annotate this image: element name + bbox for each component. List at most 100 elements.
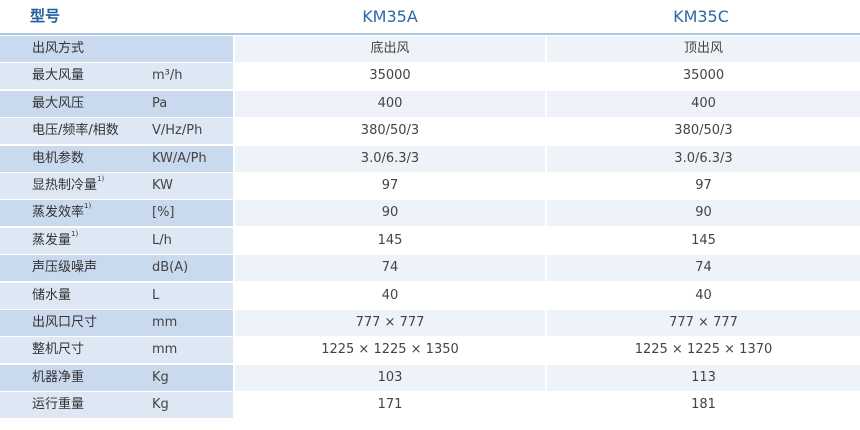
parameter-unit: L xyxy=(152,287,160,303)
parameter-unit: KW/A/Ph xyxy=(152,150,207,166)
row-label-cell: 出风口尺寸 mm xyxy=(0,310,233,336)
parameter-unit: Kg xyxy=(152,397,169,413)
parameter-name-text: 电压/频率/相数 xyxy=(32,123,119,139)
table-row: 最大风量 m³/h 35000 35000 xyxy=(0,63,860,91)
value-km35c: 113 xyxy=(547,364,860,391)
value-km35c: 380/50/3 xyxy=(547,118,860,145)
value-km35a: 90 xyxy=(235,200,545,227)
parameter-name: 出风方式 xyxy=(32,36,84,62)
parameter-name: 声压级噪声 xyxy=(32,255,97,281)
parameter-unit: mm xyxy=(152,315,178,330)
parameter-unit: dB(A) xyxy=(152,260,189,276)
value-km35c: 181 xyxy=(547,392,860,419)
parameter-unit: L/h xyxy=(152,232,172,248)
row-label-cell: 运行重量 Kg xyxy=(0,392,233,419)
footnote-marker: 1) xyxy=(97,175,105,183)
row-label-cell: 蒸发效率1) [%] xyxy=(0,200,233,227)
value-km35c: 777 × 777 xyxy=(547,310,860,336)
table-row: 蒸发效率1) [%] 90 90 xyxy=(0,200,860,228)
value-km35c: 90 xyxy=(547,200,860,227)
parameter-name-text: 整机尺寸 xyxy=(32,342,85,358)
parameter-name-text: 出风方式 xyxy=(32,41,85,56)
value-km35c: 145 xyxy=(547,227,860,254)
table-row: 出风方式 底出风 顶出风 xyxy=(0,36,860,63)
value-km35c: 97 xyxy=(547,173,860,199)
row-label-cell: 电机参数 KW/A/Ph xyxy=(0,145,233,172)
value-km35c: 顶出风 xyxy=(547,36,860,62)
parameter-name: 运行重量 xyxy=(32,392,84,418)
parameter-name-text: 储水量 xyxy=(32,287,72,303)
table-row: 整机尺寸 mm 1225 × 1225 × 1350 1225 × 1225 × 13… xyxy=(0,337,860,365)
value-km35c: 35000 xyxy=(547,63,860,90)
value-km35c: 1225 × 1225 × 1370 xyxy=(547,337,860,364)
table-row: 运行重量 Kg 171 181 xyxy=(0,392,860,420)
row-label-cell: 出风方式 xyxy=(0,36,233,62)
footnote-marker: 1) xyxy=(84,202,92,211)
value-km35a: 40 xyxy=(235,282,545,309)
parameter-unit: Kg xyxy=(152,369,169,385)
parameter-name: 蒸发效率1) xyxy=(32,200,91,226)
table-row: 显热制冷量1) KW 97 97 xyxy=(0,173,860,200)
table-row: 出风口尺寸 mm 777 × 777 777 × 777 xyxy=(0,310,860,337)
footnote-marker: 1) xyxy=(71,229,79,238)
parameter-name: 整机尺寸 xyxy=(32,337,84,363)
parameter-name-text: 蒸发量 xyxy=(32,232,72,248)
table-row: 电机参数 KW/A/Ph 3.0/6.3/3 3.0/6.3/3 xyxy=(0,145,860,173)
model-column-km35a: KM35A xyxy=(362,7,418,26)
parameter-name-text: 机器净重 xyxy=(32,369,85,385)
parameter-name-text: 蒸发效率 xyxy=(32,205,85,221)
value-km35a: 底出风 xyxy=(235,36,545,62)
value-km35c: 74 xyxy=(547,255,860,282)
value-km35a: 380/50/3 xyxy=(235,118,545,145)
value-km35a: 35000 xyxy=(235,63,545,90)
parameter-name-text: 运行重量 xyxy=(32,397,85,413)
value-km35a: 145 xyxy=(235,227,545,254)
parameter-name: 显热制冷量1) xyxy=(32,173,104,199)
table-row: 蒸发量1) L/h 145 145 xyxy=(0,227,860,255)
parameter-name-text: 显热制冷量 xyxy=(32,178,98,193)
table-row: 电压/频率/相数 V/Hz/Ph 380/50/3 380/50/3 xyxy=(0,118,860,146)
value-km35a: 171 xyxy=(235,392,545,419)
model-column-km35c: KM35C xyxy=(673,7,729,26)
value-km35a: 97 xyxy=(235,173,545,199)
parameter-name: 机器净重 xyxy=(32,365,84,391)
value-km35c: 40 xyxy=(547,282,860,309)
value-km35a: 777 × 777 xyxy=(235,310,545,336)
parameter-name: 最大风压 xyxy=(32,91,84,117)
parameter-name-text: 最大风压 xyxy=(32,95,85,111)
value-km35a: 3.0/6.3/3 xyxy=(235,145,545,172)
parameter-unit: m³/h xyxy=(152,68,183,84)
parameter-name-text: 最大风量 xyxy=(32,68,85,84)
row-label-cell: 最大风压 Pa xyxy=(0,90,233,117)
row-label-cell: 整机尺寸 mm xyxy=(0,337,233,364)
model-header-label: 型号 xyxy=(30,7,61,25)
parameter-name: 最大风量 xyxy=(32,63,84,89)
table-header: 型号 KM35A KM35C xyxy=(0,0,860,35)
row-label-cell: 最大风量 m³/h xyxy=(0,63,233,90)
parameter-name: 电机参数 xyxy=(32,146,84,172)
table-row: 机器净重 Kg 103 113 xyxy=(0,364,860,392)
row-label-cell: 显热制冷量1) KW xyxy=(0,173,233,199)
parameter-name-text: 出风口尺寸 xyxy=(32,315,98,330)
value-km35c: 400 xyxy=(547,90,860,117)
row-label-cell: 机器净重 Kg xyxy=(0,364,233,391)
value-km35c: 3.0/6.3/3 xyxy=(547,145,860,172)
value-km35a: 103 xyxy=(235,364,545,391)
parameter-unit: Pa xyxy=(152,95,168,111)
table-row: 声压级噪声 dB(A) 74 74 xyxy=(0,255,860,283)
row-label-cell: 蒸发量1) L/h xyxy=(0,227,233,254)
parameter-unit: [%] xyxy=(152,205,175,221)
table-row: 储水量 L 40 40 xyxy=(0,282,860,310)
parameter-name: 出风口尺寸 xyxy=(32,310,97,336)
row-label-cell: 声压级噪声 dB(A) xyxy=(0,255,233,282)
parameter-name: 电压/频率/相数 xyxy=(32,118,119,144)
parameter-unit: mm xyxy=(152,342,178,358)
parameter-unit: KW xyxy=(152,178,173,193)
value-km35a: 74 xyxy=(235,255,545,282)
parameter-name: 蒸发量1) xyxy=(32,228,78,254)
parameter-name: 储水量 xyxy=(32,283,71,309)
value-km35a: 1225 × 1225 × 1350 xyxy=(235,337,545,364)
table-row: 最大风压 Pa 400 400 xyxy=(0,90,860,118)
parameter-name-text: 声压级噪声 xyxy=(32,260,98,276)
